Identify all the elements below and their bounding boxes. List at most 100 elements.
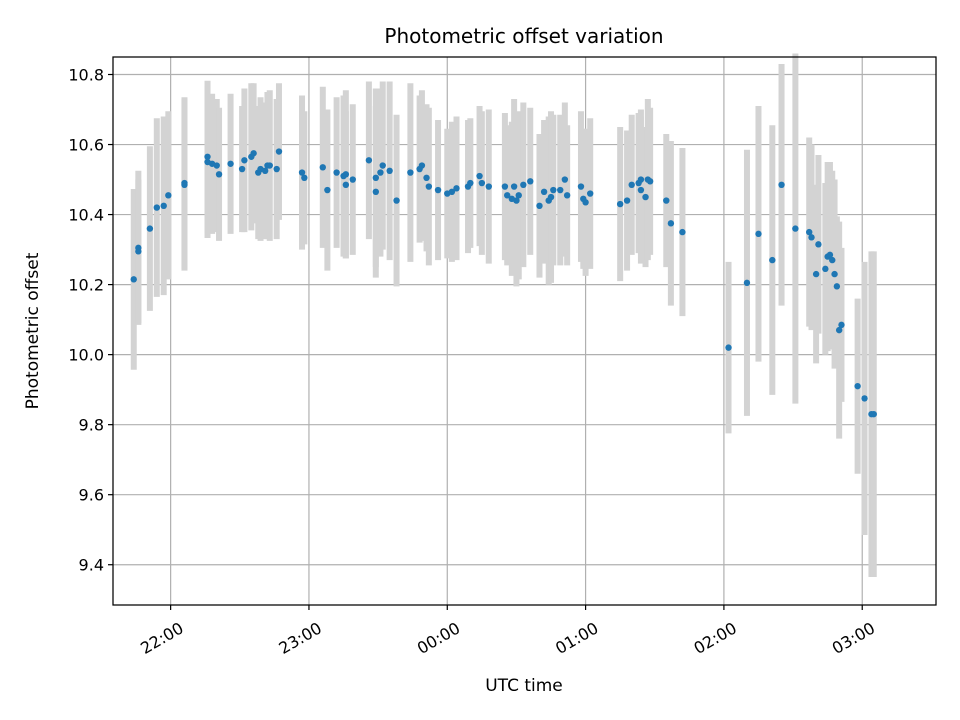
data-point <box>557 186 564 194</box>
data-point <box>563 192 571 199</box>
data-point <box>513 197 520 204</box>
data-point <box>838 321 845 329</box>
data-point <box>520 181 527 189</box>
data-point <box>743 279 751 287</box>
y-tick-label: 10.0 <box>68 346 104 365</box>
data-point <box>870 410 877 418</box>
data-point <box>238 165 246 173</box>
data-point <box>275 148 283 155</box>
data-point <box>377 169 384 176</box>
data-point <box>478 179 486 187</box>
data-point <box>365 157 373 164</box>
data-point <box>835 326 843 334</box>
data-point <box>425 183 433 190</box>
data-point <box>485 183 492 190</box>
data-point <box>829 256 836 264</box>
data-point <box>319 164 326 171</box>
data-point <box>623 197 631 204</box>
data-point <box>181 181 188 189</box>
data-point <box>135 244 142 252</box>
data-point <box>372 174 380 182</box>
data-point <box>550 186 557 194</box>
data-point <box>725 344 732 351</box>
data-point <box>510 183 518 190</box>
y-tick-label: 9.8 <box>79 416 104 435</box>
y-axis-label: Photometric offset <box>23 252 43 409</box>
data-point <box>504 192 511 199</box>
data-point <box>616 200 624 208</box>
data-point <box>165 192 172 199</box>
data-point <box>301 174 308 182</box>
data-point <box>407 169 414 176</box>
data-point <box>342 181 350 189</box>
data-point <box>637 176 645 183</box>
data-point <box>204 153 211 160</box>
data-point <box>854 382 861 390</box>
data-point <box>808 234 815 241</box>
data-point <box>130 276 137 283</box>
data-point <box>646 178 654 185</box>
x-axis-label: UTC time <box>485 676 563 696</box>
data-point <box>815 241 822 248</box>
data-point <box>501 183 509 190</box>
data-point <box>536 202 543 210</box>
data-point <box>324 186 331 194</box>
data-point <box>822 265 829 273</box>
data-point <box>386 167 393 175</box>
data-point <box>637 186 645 194</box>
data-point <box>342 171 350 178</box>
y-tick-label: 10.2 <box>68 276 104 295</box>
data-point <box>349 176 356 183</box>
data-point <box>333 169 340 176</box>
data-point <box>423 174 430 182</box>
data-point <box>250 150 257 157</box>
data-point <box>547 193 555 201</box>
data-point <box>393 197 400 204</box>
data-point <box>755 230 762 238</box>
data-point <box>266 162 273 169</box>
data-point <box>806 228 813 236</box>
data-point <box>778 181 785 189</box>
data-point <box>667 220 675 227</box>
data-point <box>628 181 635 189</box>
data-point <box>527 178 534 185</box>
data-point <box>213 162 220 169</box>
data-point <box>826 251 834 259</box>
data-point <box>476 172 483 180</box>
data-point <box>153 204 161 211</box>
data-point <box>769 256 776 264</box>
data-point <box>261 167 269 175</box>
data-point <box>587 190 594 197</box>
data-point <box>160 202 167 210</box>
data-point <box>453 185 460 192</box>
data-point <box>448 188 456 196</box>
data-point <box>379 162 386 169</box>
data-point <box>215 171 223 178</box>
data-point <box>679 228 686 236</box>
data-point <box>146 225 154 232</box>
y-tick-label: 10.6 <box>68 136 104 155</box>
chart-title: Photometric offset variation <box>384 24 663 48</box>
y-tick-label: 9.4 <box>79 556 104 575</box>
data-point <box>434 186 442 194</box>
data-point <box>227 160 234 167</box>
data-point <box>467 179 474 187</box>
data-point <box>792 225 799 232</box>
data-point <box>540 188 548 196</box>
y-axis: 9.4 9.6 9.8 10.0 10.2 10.4 10.6 10.8 <box>68 66 113 575</box>
data-point <box>861 395 868 402</box>
data-point <box>833 283 841 290</box>
y-tick-label: 10.4 <box>68 206 104 225</box>
data-points <box>130 148 877 418</box>
plot-frame <box>112 56 937 606</box>
data-point <box>812 270 820 278</box>
data-point <box>273 165 280 173</box>
data-point <box>372 188 380 196</box>
y-tick-label: 9.6 <box>79 486 104 505</box>
data-point <box>515 192 522 199</box>
data-point <box>418 162 426 169</box>
data-point <box>582 199 589 206</box>
y-tick-label: 10.8 <box>68 66 104 85</box>
data-point <box>241 157 248 164</box>
